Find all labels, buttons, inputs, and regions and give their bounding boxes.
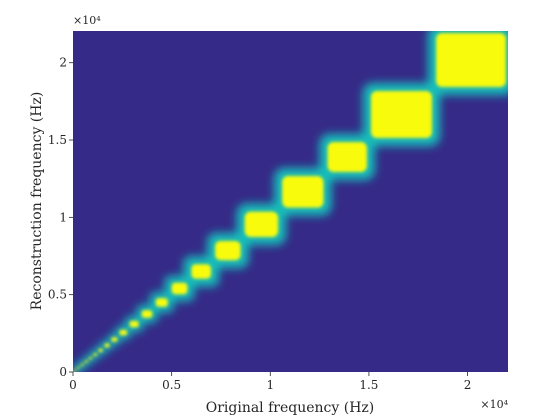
heatmap-block-14 — [191, 264, 212, 279]
heatmap-block-11 — [141, 310, 153, 318]
x-axis-exponent: ×10⁴ — [480, 398, 508, 411]
y-axis-label: Reconstruction frequency (Hz) — [29, 92, 45, 311]
x-tick-label-0: 0 — [69, 378, 77, 392]
heatmap-block-19 — [370, 90, 433, 139]
y-tick-label-1: 0.5 — [48, 288, 67, 302]
heatmap-block-17 — [282, 176, 324, 208]
heatmap-block-8 — [111, 337, 118, 342]
heatmap-block-6 — [98, 348, 103, 352]
x-axis-ticks: 0 0.5 1 1.5 2 — [69, 372, 471, 392]
heatmap-block-1 — [77, 366, 80, 369]
x-tick-label-4: 2 — [464, 378, 472, 392]
x-tick-label-2: 1 — [266, 378, 274, 392]
y-tick-label-3: 1.5 — [48, 133, 67, 147]
y-tick-label-4: 2 — [59, 56, 67, 70]
heatmap-core-layer — [73, 33, 506, 372]
heatmap-block-12 — [155, 298, 168, 307]
x-axis-label: Original frequency (Hz) — [206, 400, 375, 416]
heatmap-block-15 — [215, 241, 241, 261]
y-axis-exponent: ×10⁴ — [73, 14, 101, 27]
heatmap-block-0 — [73, 369, 77, 372]
x-tick-label-3: 1.5 — [359, 378, 378, 392]
heatmap-block-3 — [84, 360, 88, 363]
heatmap-block-4 — [88, 357, 93, 360]
x-tick-label-1: 0.5 — [162, 378, 181, 392]
y-axis-ticks: 0 0.5 1 1.5 2 — [48, 56, 73, 379]
y-tick-label-2: 1 — [59, 210, 67, 224]
y-tick-label-0: 0 — [59, 365, 67, 379]
heatmap-block-13 — [171, 282, 188, 295]
heatmap-block-5 — [93, 353, 98, 356]
heatmap-block-7 — [104, 343, 110, 348]
heatmap-block-9 — [119, 329, 128, 336]
heatmap-block-18 — [327, 142, 367, 173]
heatmap-block-20 — [436, 33, 506, 87]
heatmap-block-2 — [80, 363, 84, 366]
heatmap-block-10 — [129, 320, 139, 328]
heatmap-block-16 — [244, 211, 279, 238]
